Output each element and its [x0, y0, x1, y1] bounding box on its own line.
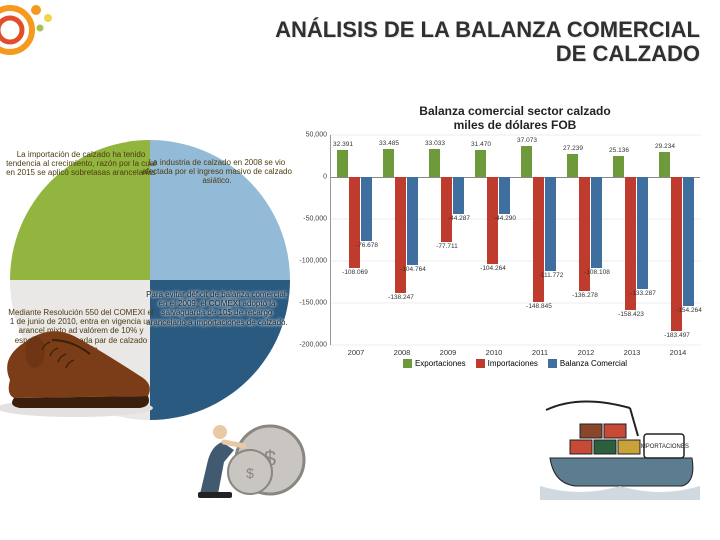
bar [361, 177, 372, 241]
bar-label: -108.108 [576, 269, 618, 276]
bar-label: -44.287 [438, 215, 480, 222]
year-group: 31.470-104.264-44.2902010 [475, 135, 513, 345]
shoe-image [0, 300, 160, 420]
bar [591, 177, 602, 268]
bar-label: -108.069 [334, 269, 376, 276]
y-tick: -200,000 [299, 341, 327, 348]
legend-swatch [548, 359, 557, 368]
quad-text-tl: La importación de calzado ha tenido tend… [6, 150, 156, 178]
bar-label: -76.678 [346, 242, 388, 249]
balance-chart: Balanza comercial sector calzado miles d… [330, 100, 700, 360]
y-tick: 0 [299, 173, 327, 180]
bar-label: -77.711 [426, 243, 468, 250]
y-tick: -100,000 [299, 257, 327, 264]
bar-label: -44.290 [484, 215, 526, 222]
year-group: 33.485-138.247-104.7642008 [383, 135, 421, 345]
bar [613, 156, 624, 177]
chart-plot: -200,000-150,000-100,000-50,000050,00032… [330, 135, 700, 345]
year-group: 29.234-183.497-154.2642014 [659, 135, 697, 345]
legend-label: Exportaciones [415, 359, 466, 368]
bar [521, 146, 532, 177]
bar-label: -154.264 [668, 307, 710, 314]
bar [453, 177, 464, 214]
bar-label: 32.391 [322, 141, 364, 148]
bar [349, 177, 360, 268]
bar [545, 177, 556, 271]
year-group: 32.391-108.069-76.6782007 [337, 135, 375, 345]
chart-title-1: Balanza comercial sector calzado [419, 104, 610, 118]
slide-title: ANÁLISIS DE LA BALANZA COMERCIAL DE CALZ… [240, 18, 700, 66]
bar [407, 177, 418, 265]
bar-label: 33.485 [368, 140, 410, 147]
x-tick: 2010 [475, 348, 513, 357]
bar-label: -158.423 [610, 311, 652, 318]
bar [395, 177, 406, 293]
bar [637, 177, 648, 289]
quad-text-br: Para evitar déficit de balanza comercial… [142, 290, 292, 327]
y-tick: -50,000 [299, 215, 327, 222]
bar-label: 25.136 [598, 147, 640, 154]
y-tick: -150,000 [299, 299, 327, 306]
x-tick: 2011 [521, 348, 559, 357]
bar [683, 177, 694, 307]
bar-label: -104.264 [472, 265, 514, 272]
bar [567, 154, 578, 177]
x-tick: 2007 [337, 348, 375, 357]
bar-label: -148.845 [518, 303, 560, 310]
bar-label: -104.764 [392, 266, 434, 273]
slide-root: ANÁLISIS DE LA BALANZA COMERCIAL DE CALZ… [0, 0, 720, 540]
svg-text:$: $ [246, 465, 254, 481]
bar-label: -111.772 [530, 272, 572, 279]
y-tick: 50,000 [299, 131, 327, 138]
bar-label: 37.073 [506, 137, 548, 144]
ship-sign-text: IMPORTACIONES [639, 444, 689, 450]
bar [429, 149, 440, 177]
bar [499, 177, 510, 214]
bar [383, 149, 394, 177]
x-tick: 2013 [613, 348, 651, 357]
chart-legend: Exportaciones Importaciones Balanza Comerc… [330, 359, 700, 368]
bar [475, 150, 486, 176]
legend-item: Exportaciones [403, 359, 466, 368]
bar [337, 150, 348, 177]
x-tick: 2009 [429, 348, 467, 357]
bar [659, 152, 670, 177]
year-group: 37.073-148.845-111.7722011 [521, 135, 559, 345]
bar-label: -136.278 [564, 292, 606, 299]
year-group: 25.136-158.423-133.2872013 [613, 135, 651, 345]
coins-cartoon: $ $ [190, 390, 320, 500]
legend-item: Balanza Comercial [548, 359, 627, 368]
ship-cartoon: IMPORTACIONES [540, 390, 700, 500]
corner-decoration [0, 0, 60, 70]
legend-label: Balanza Comercial [560, 359, 627, 368]
chart-title: Balanza comercial sector calzado miles d… [330, 100, 700, 135]
legend-label: Importaciones [488, 359, 538, 368]
year-group: 27.239-136.278-108.1082012 [567, 135, 605, 345]
bar-label: -133.287 [622, 290, 664, 297]
bar [533, 177, 544, 302]
chart-title-2: miles de dólares FOB [454, 118, 577, 132]
bar-label: 33.033 [414, 140, 456, 147]
legend-item: Importaciones [476, 359, 538, 368]
bar-label: 27.239 [552, 145, 594, 152]
x-tick: 2008 [383, 348, 421, 357]
bar-label: -183.497 [656, 332, 698, 339]
x-tick: 2012 [567, 348, 605, 357]
quad-text-tr: La industria de calzado en 2008 se vio a… [142, 158, 292, 186]
x-tick: 2014 [659, 348, 697, 357]
bar [441, 177, 452, 242]
bar-label: -138.247 [380, 294, 422, 301]
legend-swatch [403, 359, 412, 368]
year-group: 33.033-77.711-44.2872009 [429, 135, 467, 345]
bar-label: 29.234 [644, 143, 686, 150]
legend-swatch [476, 359, 485, 368]
bar-label: 31.470 [460, 141, 502, 148]
